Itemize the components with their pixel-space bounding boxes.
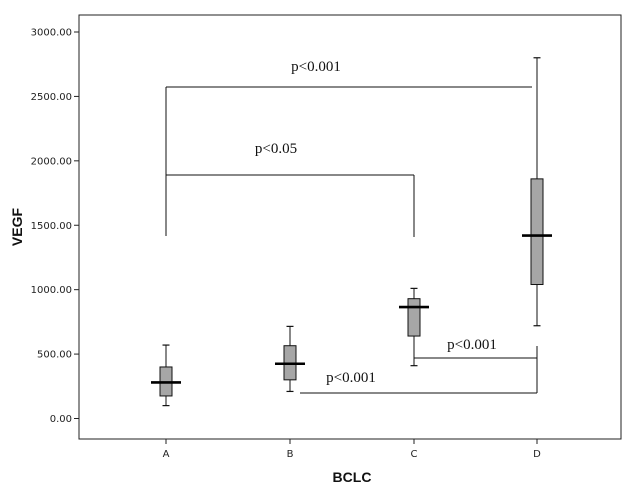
x-tick-label: D	[533, 449, 541, 460]
box-a	[151, 344, 181, 407]
y-tick-label: 500.00	[37, 350, 72, 361]
y-tick-label: 1000.00	[31, 285, 72, 296]
box-d	[522, 57, 552, 327]
x-tick-label: C	[411, 449, 418, 460]
y-tick-label: 2000.00	[31, 156, 72, 167]
iqr-box	[530, 178, 544, 286]
x-axis-title: BCLC	[333, 469, 372, 485]
annotation-a-c: p<0.05	[255, 141, 297, 157]
plot-frame	[78, 14, 622, 440]
y-tick-label: 1500.00	[31, 221, 72, 232]
annotation-b-d: p<0.001	[326, 370, 376, 386]
annotation-a-d: p<0.001	[291, 59, 341, 75]
x-tick-label: A	[163, 449, 170, 460]
x-axis: A B C D	[163, 439, 541, 460]
y-tick-label: 0.00	[50, 414, 72, 425]
y-axis: 0.00 500.00 1000.00 1500.00 2000.00 2500.00 30…	[31, 28, 79, 425]
y-tick-label: 3000.00	[31, 28, 72, 39]
significance-brackets: p<0.001 p<0.05 p<0.001 p<0.001	[165, 59, 538, 394]
y-axis-title: VEGF	[9, 207, 25, 246]
boxes	[151, 57, 552, 407]
y-tick-label: 2500.00	[31, 92, 72, 103]
box-b	[275, 325, 305, 393]
box-c	[399, 287, 429, 367]
iqr-box	[407, 298, 421, 337]
annotation-c-d: p<0.001	[447, 337, 497, 353]
x-tick-label: B	[287, 449, 294, 460]
